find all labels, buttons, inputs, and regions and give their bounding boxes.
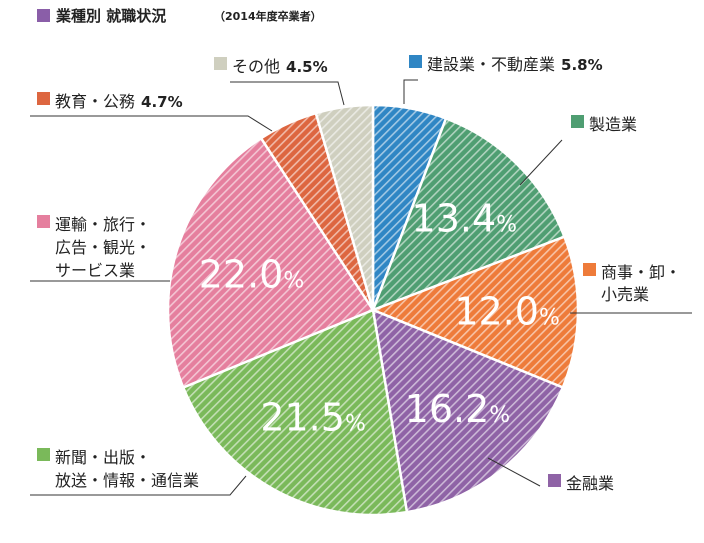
chart-subtitle: （2014年度卒業者） [214,9,322,23]
leader-line [30,115,273,132]
legend-swatch-icon [409,55,422,68]
pie-slice [369,235,580,390]
category-label: その他 4.5% [232,57,328,76]
category-value: 4.5% [286,58,328,76]
legend-swatch-icon [571,115,584,128]
pie-slice [314,103,375,311]
legend-swatch-icon [37,215,50,228]
in-slice-values: 13.4%12.0%16.2%21.5%22.0% [199,197,560,440]
legend-swatch-icon [37,448,50,461]
leader-line [519,139,563,186]
chart-title: 業種別 就職状況 [55,7,166,25]
leader-lines [30,79,692,496]
category-label: 小売業 [601,285,649,304]
slice-value-label: 21.5% [260,395,366,439]
category-label: 製造業 [589,115,637,134]
category-value: 4.7% [141,93,183,111]
category-label: 建設業・不動産業 5.8% [427,55,603,74]
pie-slice [181,308,409,517]
category-label: 放送・情報・通信業 [55,471,199,490]
leader-line [230,81,345,106]
legend-swatch-icon [214,57,227,70]
pie-slice [166,136,375,390]
pie-slice [370,116,567,313]
category-label: 商事・卸・ [601,263,681,282]
category-label: 新聞・出版・ [55,448,151,467]
pie-slices [166,103,580,517]
legend-swatch-icon [37,92,50,105]
category-label: 運輸・旅行・ [55,215,151,234]
category-label: サービス業 [55,261,135,280]
legend-swatch-icon [583,263,596,276]
leader-line [403,79,418,104]
category-label: 金融業 [566,474,614,493]
legend-swatch-icon [548,474,561,487]
leader-line [487,457,541,487]
category-label: 教育・公務 4.7% [55,92,183,111]
pie-slice [371,307,565,514]
title-square-icon [37,9,50,22]
category-value: 5.8% [561,56,603,74]
leader-line [30,475,247,496]
category-label: 広告・観光・ [55,238,151,257]
